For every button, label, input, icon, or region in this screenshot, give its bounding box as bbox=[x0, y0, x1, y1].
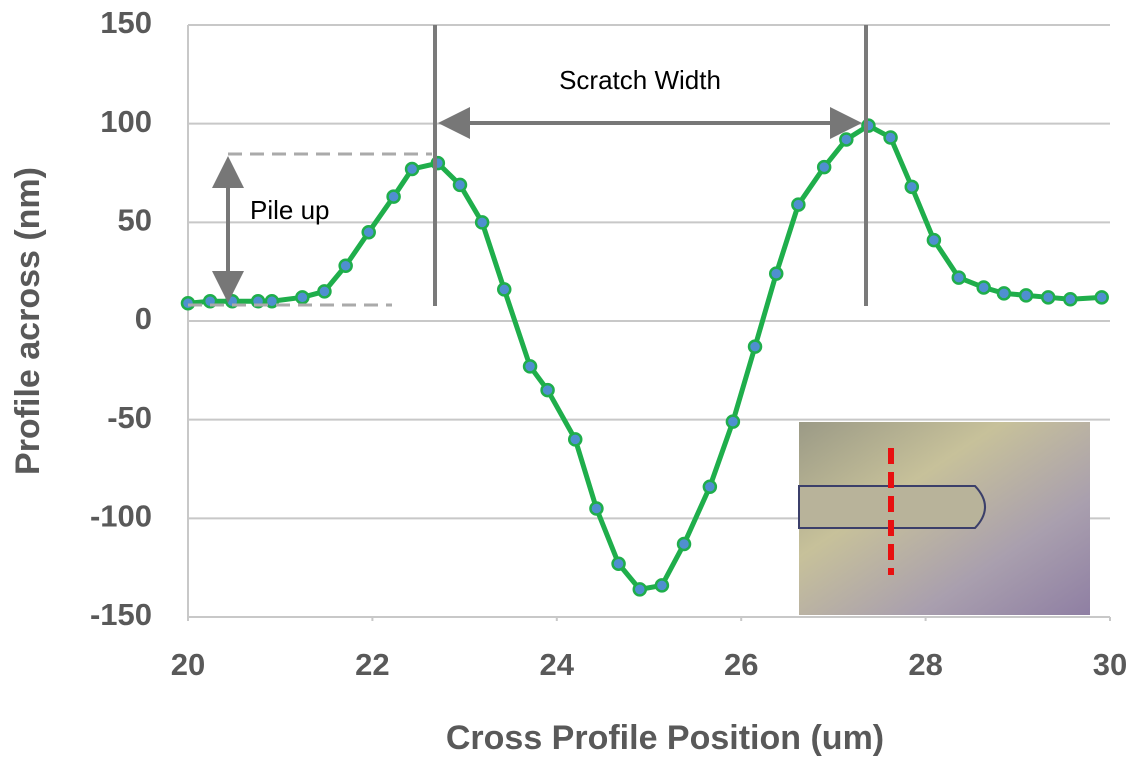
x-axis-title: Cross Profile Position (um) bbox=[446, 719, 884, 757]
data-point bbox=[474, 215, 490, 230]
data-point bbox=[317, 284, 332, 299]
data-point bbox=[611, 556, 626, 571]
data-point bbox=[361, 224, 376, 240]
data-point bbox=[452, 177, 468, 193]
data-point bbox=[791, 197, 806, 212]
data-point bbox=[654, 578, 670, 593]
x-tick-label: 26 bbox=[724, 647, 758, 682]
data-point bbox=[702, 479, 718, 495]
plot-area: -150 -100 -50 0 50 100 150 20 22 24 26 28 30 bbox=[90, 5, 1127, 682]
inset-image bbox=[798, 422, 1090, 615]
data-point bbox=[976, 280, 991, 295]
data-point bbox=[926, 232, 942, 248]
data-point bbox=[1094, 290, 1109, 305]
data-point bbox=[768, 266, 784, 281]
data-point bbox=[1040, 290, 1056, 305]
data-point bbox=[496, 282, 512, 297]
data-point bbox=[725, 414, 741, 429]
data-point bbox=[180, 295, 196, 311]
data-point bbox=[904, 179, 920, 195]
data-point bbox=[386, 189, 401, 204]
y-tick-label: -50 bbox=[107, 400, 152, 435]
data-point bbox=[951, 270, 967, 285]
y-tick-label: 150 bbox=[100, 5, 152, 40]
x-tick-label: 22 bbox=[355, 647, 389, 682]
data-point bbox=[1018, 288, 1034, 303]
x-tick-label: 20 bbox=[171, 647, 205, 682]
data-point bbox=[839, 132, 854, 147]
data-point bbox=[522, 359, 538, 374]
y-tick-label: -100 bbox=[90, 499, 152, 534]
x-tick-label: 28 bbox=[908, 647, 942, 682]
y-tick-label: 100 bbox=[100, 104, 152, 139]
annotations: Scratch Width Pile up bbox=[188, 25, 868, 307]
y-tick-label: -150 bbox=[90, 597, 152, 632]
x-tick-label: 30 bbox=[1093, 647, 1127, 682]
data-point bbox=[632, 582, 648, 597]
y-axis-title: Profile across (nm) bbox=[9, 167, 47, 475]
data-point bbox=[338, 258, 353, 273]
data-point bbox=[264, 294, 280, 309]
data-point bbox=[996, 286, 1012, 301]
annotation: Pile up bbox=[250, 195, 330, 225]
y-tick-label: 0 bbox=[135, 301, 152, 336]
data-point bbox=[747, 339, 763, 354]
data-point bbox=[404, 161, 420, 177]
x-tick-label: 24 bbox=[540, 647, 575, 682]
data-point bbox=[589, 501, 604, 516]
y-tick-label: 50 bbox=[118, 203, 152, 238]
data-point bbox=[540, 382, 555, 398]
data-point bbox=[1063, 292, 1078, 307]
data-point bbox=[883, 130, 898, 145]
data-point bbox=[295, 290, 310, 305]
data-point bbox=[676, 536, 692, 552]
data-point bbox=[567, 432, 583, 447]
data-point bbox=[816, 159, 832, 175]
annotation: Scratch Width bbox=[559, 65, 721, 95]
